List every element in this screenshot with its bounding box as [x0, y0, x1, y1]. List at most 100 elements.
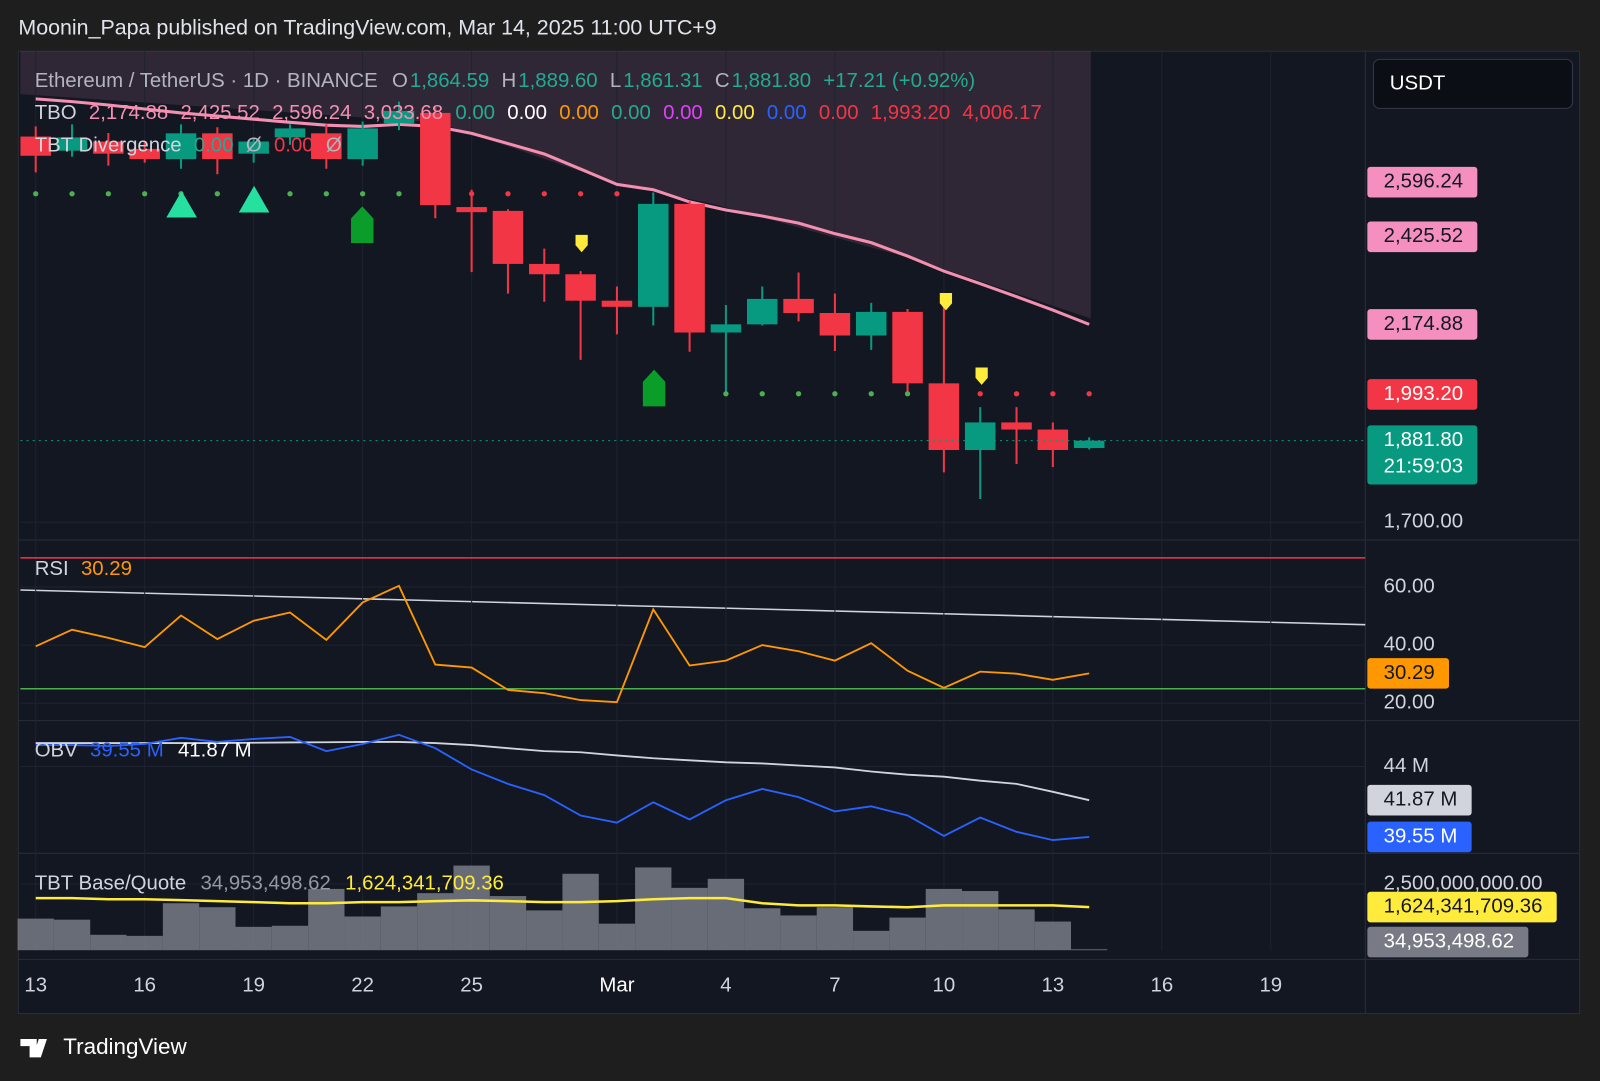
candle-body — [202, 133, 233, 160]
x-tick-label: 16 — [1150, 974, 1173, 996]
indicator-name: TBT Divergence — [35, 135, 182, 157]
candle-body — [529, 263, 560, 275]
price-label: 2,425.52 — [1384, 225, 1463, 247]
ohlc-value: 1,881.80 — [732, 70, 811, 92]
price-label-box — [1367, 425, 1478, 485]
legend-text: OBV — [35, 740, 78, 762]
stop-dot — [614, 191, 620, 197]
volume-bar — [635, 867, 672, 951]
indicator-value: 0.00 — [663, 102, 703, 124]
value-label-box — [1367, 891, 1557, 923]
currency-box[interactable]: USDT — [1372, 58, 1573, 109]
header: Moonin_Papa published on TradingView.com… — [18, 15, 716, 39]
volume-bar — [453, 865, 490, 951]
signal-drop — [939, 293, 953, 311]
stop-dot — [977, 391, 983, 397]
value-label: 41.87 M — [1384, 789, 1458, 811]
volume-bar — [308, 888, 345, 951]
price-label-box — [1367, 221, 1478, 253]
candle-body — [892, 311, 923, 384]
stop-dot — [1013, 391, 1020, 397]
candle-body — [601, 300, 633, 307]
candle-body — [383, 110, 415, 124]
indicator-name: TBO — [35, 102, 77, 124]
candle-body — [56, 137, 88, 151]
indicator-line — [35, 584, 1090, 704]
volume-bar — [17, 918, 54, 951]
value-label: 34,953,498.62 — [1384, 930, 1514, 952]
indicator-value: 0.00 — [455, 102, 495, 124]
volume-bar — [90, 934, 127, 951]
currency-button[interactable] — [1372, 58, 1573, 109]
legend-text: RSI — [35, 558, 69, 580]
x-tick-label: Mar — [599, 974, 634, 996]
indicator-value: 0.00 — [559, 102, 599, 124]
countdown: 21:59:03 — [1384, 456, 1463, 478]
candle-body — [129, 148, 160, 160]
volume-bar — [199, 907, 236, 951]
legend-text: 30.29 — [81, 558, 132, 580]
volume-bar — [380, 906, 418, 951]
currency[interactable]: USDT — [1390, 72, 1446, 94]
value-label: 39.55 M — [1384, 825, 1458, 847]
candle-body — [964, 422, 996, 451]
candle-body — [638, 203, 669, 307]
stop-dot — [214, 191, 220, 197]
change: +17.21 (+0.92%) — [823, 70, 975, 92]
indicator-value: 0.00 — [194, 135, 234, 157]
indicator-value: Ø — [326, 135, 342, 157]
y-tick-label: 40.00 — [1384, 634, 1435, 656]
price-label-box — [1367, 379, 1478, 410]
buy-triangle — [166, 191, 197, 218]
y-tick-label: 2,500,000,000.00 — [1384, 872, 1543, 894]
volume-bar — [344, 916, 381, 951]
volume-bar — [925, 888, 963, 951]
legend-text: 41.87 M — [178, 740, 252, 762]
volume-bar — [962, 891, 999, 951]
stop-dot — [541, 191, 547, 197]
y-tick-label: 44 M — [1384, 755, 1429, 777]
symbol: Ethereum / TetherUS · 1D · BINANCE — [35, 70, 378, 92]
buy-arrow — [351, 206, 374, 244]
indicator-value: 2,174.88 — [89, 102, 168, 124]
candle-body — [165, 133, 197, 160]
buy-arrow — [642, 369, 666, 407]
volume-bar — [998, 909, 1035, 951]
candle-body — [20, 136, 51, 156]
candle-body — [1073, 440, 1105, 449]
candle-body — [928, 383, 960, 451]
candle-body — [565, 274, 596, 301]
x-tick-label: 16 — [133, 974, 156, 996]
stop-dot — [396, 191, 402, 197]
indicator-line — [35, 733, 1090, 842]
value-label-box — [1367, 821, 1472, 853]
indicator-value: 0.00 — [507, 102, 547, 124]
volume-bar — [562, 873, 599, 951]
signal-drop — [975, 367, 988, 385]
indicator-value: 2,425.52 — [180, 102, 259, 124]
rsi-trendline — [20, 589, 1366, 626]
indicator-value: 0.00 — [767, 102, 807, 124]
indicator-value: 3,033.68 — [364, 102, 443, 124]
ohlc-key: L — [610, 70, 621, 92]
value-label-box — [1367, 926, 1529, 958]
tbo-line — [35, 97, 1090, 326]
volume-bar — [53, 919, 91, 951]
value-label-box — [1367, 658, 1449, 689]
ohlc-key: C — [715, 70, 730, 92]
volume-bar — [489, 896, 527, 951]
ohlc-value: 1,864.59 — [410, 70, 489, 92]
price-label: 2,596.24 — [1384, 171, 1463, 193]
y-tick-label: 1,700.00 — [1384, 511, 1463, 533]
candle-body — [1037, 429, 1069, 451]
legend-text: 1,624,341,709.36 — [345, 872, 504, 894]
buy-triangle — [238, 185, 270, 213]
candle-body — [311, 133, 342, 160]
price-label: 1,881.80 — [1384, 429, 1463, 451]
candle-body — [238, 141, 269, 154]
candle-body — [746, 298, 778, 325]
candle-body — [674, 203, 705, 333]
logo-mark — [38, 1038, 45, 1046]
